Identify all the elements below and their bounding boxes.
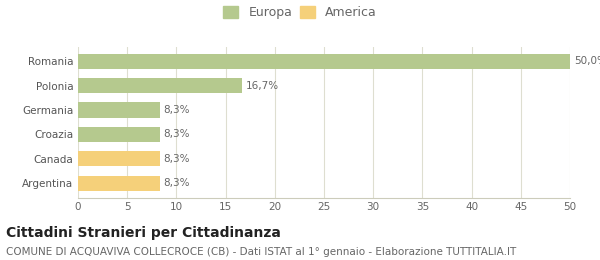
Bar — [78, 78, 242, 93]
Bar — [78, 127, 160, 142]
Text: 16,7%: 16,7% — [246, 81, 280, 90]
Bar — [78, 54, 570, 69]
Bar — [78, 151, 160, 166]
Text: 8,3%: 8,3% — [164, 129, 190, 139]
Text: 8,3%: 8,3% — [164, 154, 190, 164]
Legend: Europa, America: Europa, America — [223, 6, 377, 19]
Text: 8,3%: 8,3% — [164, 105, 190, 115]
Text: 8,3%: 8,3% — [164, 178, 190, 188]
Text: Cittadini Stranieri per Cittadinanza: Cittadini Stranieri per Cittadinanza — [6, 226, 281, 240]
Text: 50,0%: 50,0% — [574, 56, 600, 66]
Bar — [78, 102, 160, 118]
Bar — [78, 176, 160, 191]
Text: COMUNE DI ACQUAVIVA COLLECROCE (CB) - Dati ISTAT al 1° gennaio - Elaborazione TU: COMUNE DI ACQUAVIVA COLLECROCE (CB) - Da… — [6, 247, 516, 257]
